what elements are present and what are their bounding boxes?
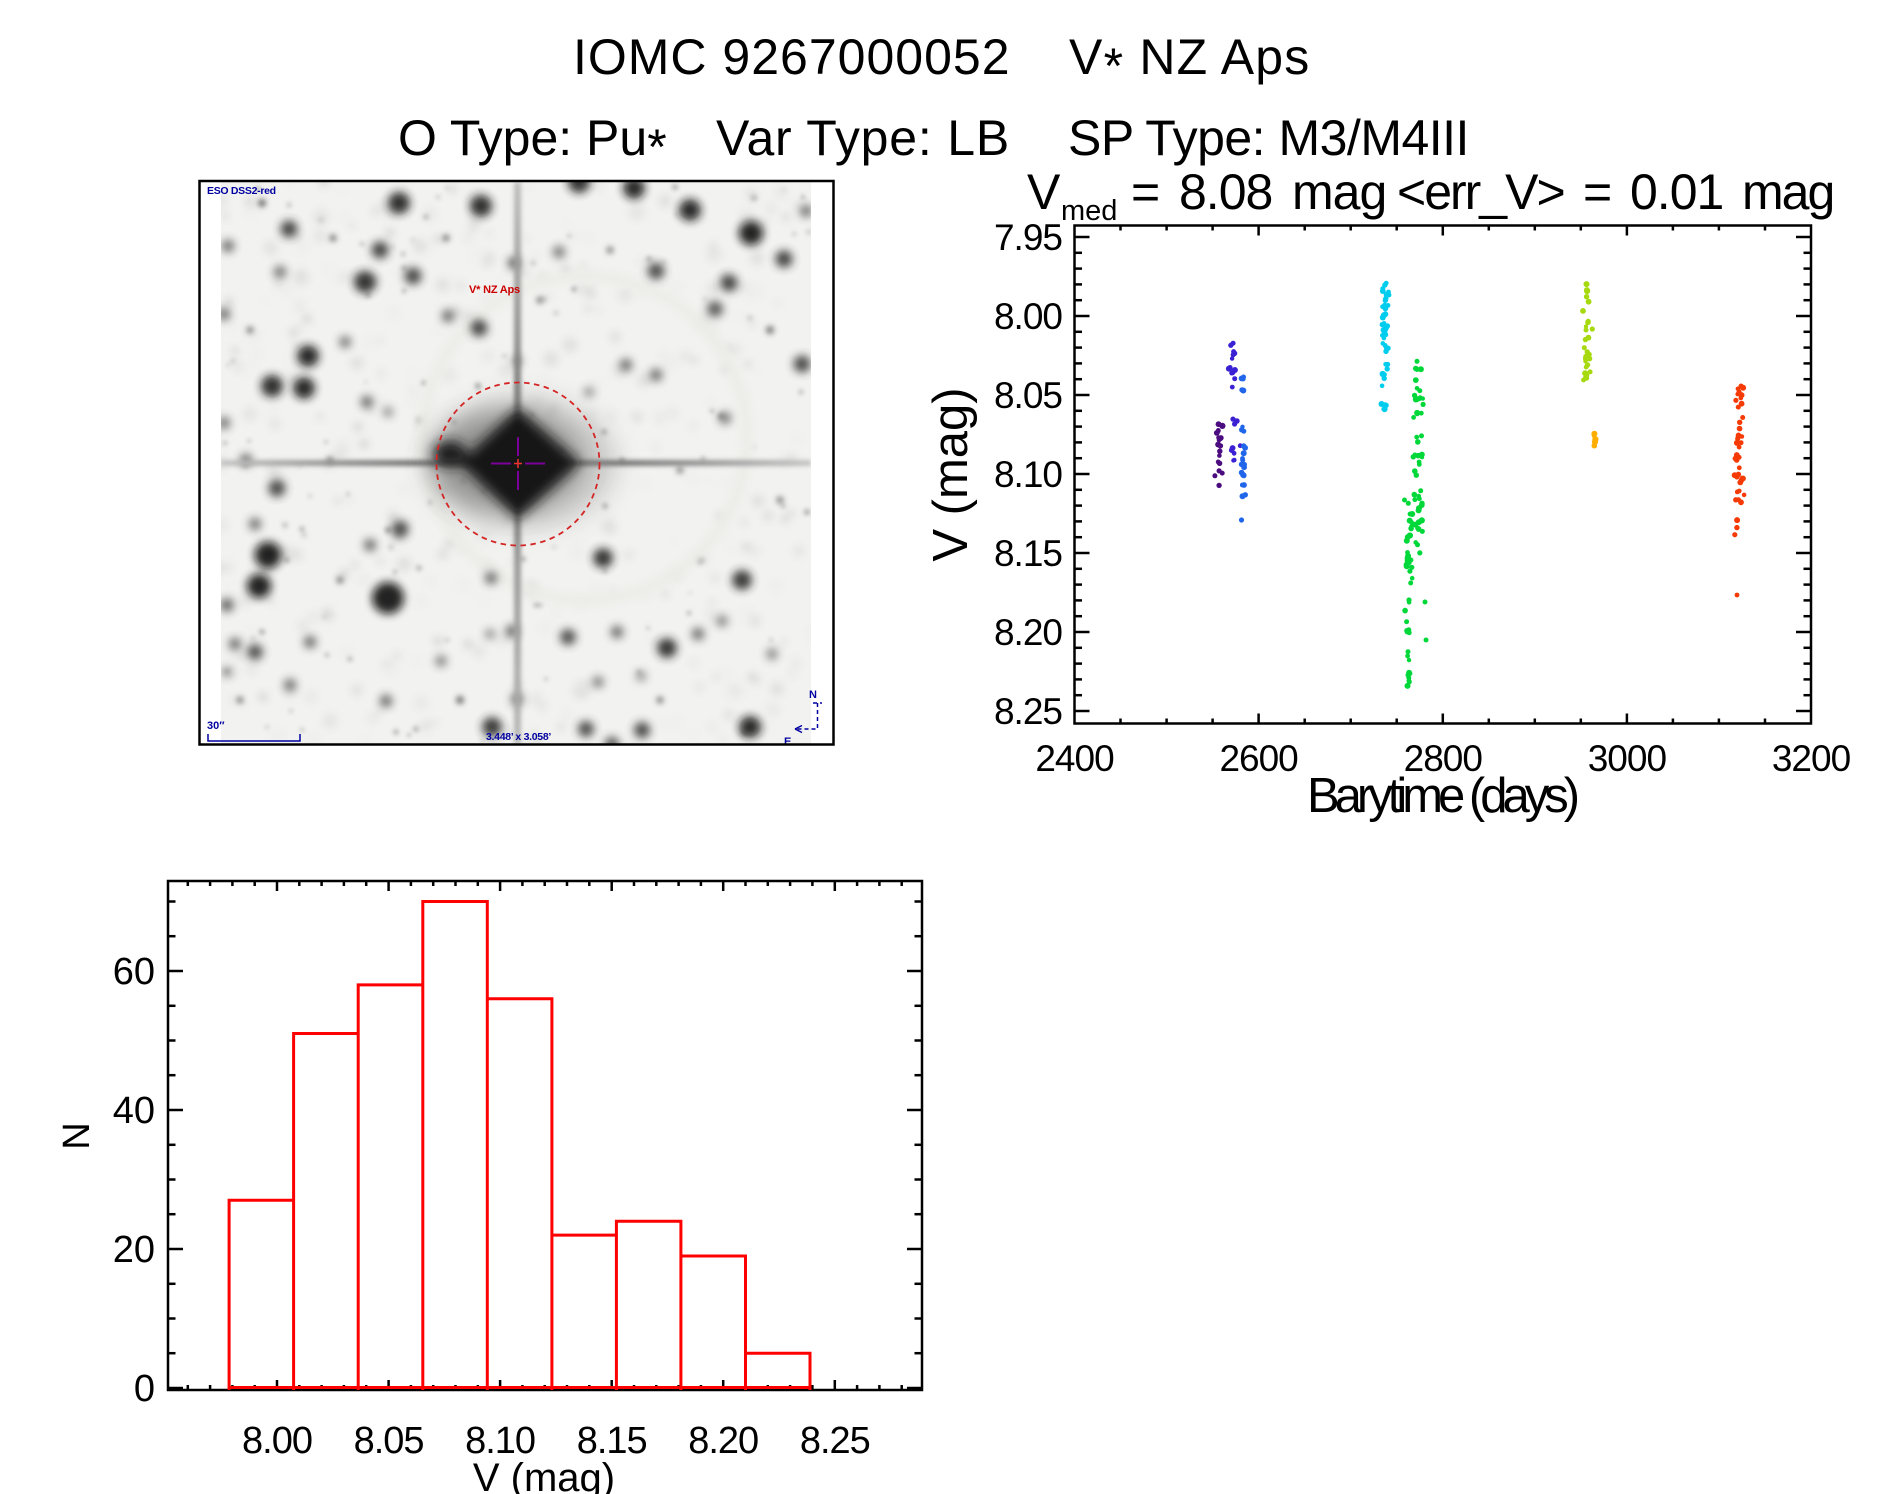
svg-text:0.01: 0.01 [1630, 164, 1723, 220]
svg-text:8.20: 8.20 [688, 1420, 758, 1462]
svg-text:med: med [1061, 195, 1117, 227]
svg-text:8.05: 8.05 [994, 375, 1062, 416]
svg-text:=: = [1131, 164, 1160, 220]
svg-text:N: N [56, 1122, 98, 1149]
svg-text:20: 20 [113, 1229, 155, 1271]
svg-text:SP Type: M3/M4III: SP Type: M3/M4III [1068, 110, 1469, 166]
svg-text:=: = [1583, 164, 1612, 220]
svg-text:30″: 30″ [207, 720, 225, 732]
svg-text:<err_V>: <err_V> [1397, 164, 1564, 220]
svg-text:3000: 3000 [1588, 738, 1667, 779]
svg-text:8.10: 8.10 [994, 454, 1062, 495]
svg-text:8.15: 8.15 [994, 533, 1062, 574]
svg-text:2800: 2800 [1404, 738, 1483, 779]
svg-text:40: 40 [113, 1090, 155, 1132]
svg-text:8.10: 8.10 [465, 1420, 535, 1462]
svg-text:0: 0 [134, 1368, 155, 1410]
svg-text:8.15: 8.15 [577, 1420, 647, 1462]
svg-text:8.00: 8.00 [994, 296, 1062, 337]
svg-text:8.08: 8.08 [1179, 164, 1272, 220]
svg-text:Var Type: LB: Var Type: LB [716, 110, 1010, 166]
svg-text:8.20: 8.20 [994, 612, 1062, 653]
svg-text:ESO DSS2-red: ESO DSS2-red [207, 185, 276, 197]
svg-text:V (mag): V (mag) [473, 1456, 615, 1494]
svg-text:V: V [1027, 164, 1061, 220]
svg-text:Barytime (days): Barytime (days) [1307, 769, 1578, 823]
svg-text:IOMC 9267000052: IOMC 9267000052 [573, 29, 1011, 85]
svg-text:2600: 2600 [1219, 738, 1298, 779]
svg-text:8.25: 8.25 [800, 1420, 870, 1462]
svg-text:7.95: 7.95 [994, 217, 1062, 258]
svg-text:V* NZ Aps: V* NZ Aps [1069, 29, 1310, 94]
svg-text:8.05: 8.05 [354, 1420, 424, 1462]
svg-text:E: E [784, 736, 791, 748]
svg-text:O Type: Pu*: O Type: Pu* [398, 110, 667, 175]
svg-text:8.25: 8.25 [994, 691, 1062, 732]
svg-text:mag: mag [1292, 164, 1386, 220]
svg-text:2400: 2400 [1035, 738, 1114, 779]
svg-text:8.00: 8.00 [242, 1420, 312, 1462]
svg-text:V (mag): V (mag) [924, 387, 978, 561]
svg-text:N: N [809, 689, 817, 701]
svg-text:3200: 3200 [1772, 738, 1851, 779]
svg-text:60: 60 [113, 951, 155, 993]
svg-text:mag: mag [1742, 164, 1833, 220]
svg-text:3.448’ x 3.058’: 3.448’ x 3.058’ [486, 731, 551, 743]
svg-text:V* NZ Aps: V* NZ Aps [469, 284, 520, 296]
